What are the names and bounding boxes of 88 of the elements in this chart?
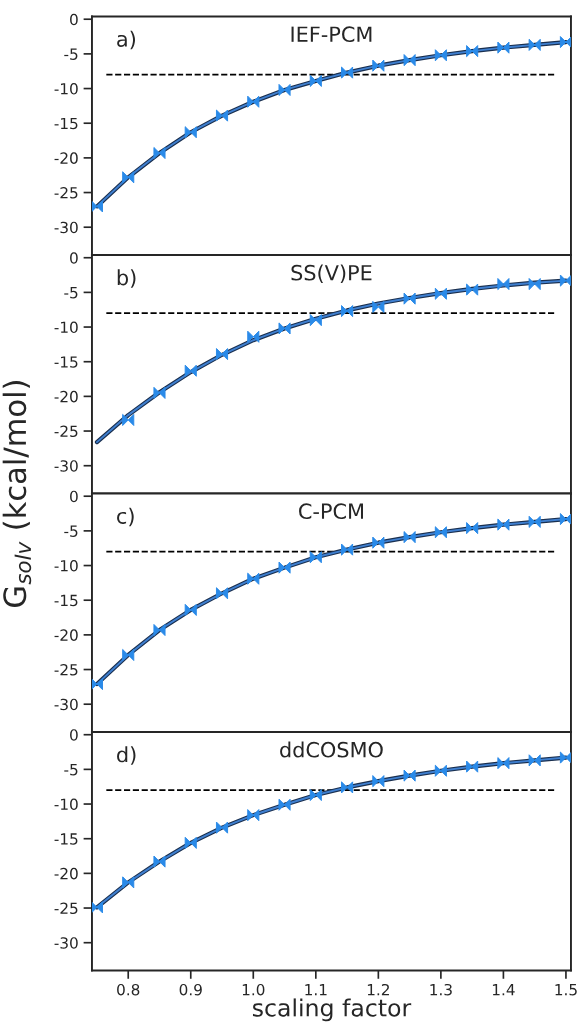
x-axis-title: scaling factor [252,998,412,1022]
y-tick-label: -20 [54,152,78,164]
y-tick-label: -5 [64,287,78,299]
y-tick-label: 0 [70,729,78,741]
x-tick-label: 1.0 [242,983,265,996]
y-tick-label: -15 [54,117,78,130]
point [153,386,166,399]
x-tick-label: 1.2 [367,983,389,996]
point [122,876,135,889]
y-tick-label: 0 [70,490,78,503]
point [91,901,103,914]
point [466,522,479,535]
point [278,322,291,335]
annotation: d) [117,746,136,765]
y-tick-label: -30 [54,460,78,472]
point [122,413,135,426]
y-tick-label: -5 [64,764,78,776]
y-tick-label: -25 [54,425,78,438]
point [434,287,447,300]
y-tick-label: -5 [64,48,78,60]
y-tick-label: -30 [54,221,78,234]
point [309,788,322,802]
x-tick-label: 0.8 [117,983,140,996]
point [153,855,166,868]
chart-title: IEF-PCM [291,26,372,43]
point [559,513,571,526]
point [466,760,479,773]
point [153,623,166,637]
point [215,348,229,361]
point [341,543,354,556]
y-tick-label: 0 [70,252,78,264]
point [184,836,197,849]
point [372,775,385,788]
point [528,278,541,291]
point [247,572,260,585]
y-tick-label: -10 [54,83,78,95]
x-tick-label: 1.3 [430,983,452,996]
y-tick-label: -30 [54,937,78,949]
y-tick-label: -25 [54,902,78,915]
x-tick-label: 1.5 [555,984,577,996]
y-tick-label: -30 [54,698,78,711]
point [528,515,541,528]
y-tick-label: -20 [54,867,78,880]
point [184,364,197,377]
y-tick-label: -20 [54,390,78,403]
point [215,821,229,834]
point [434,526,447,539]
point [278,561,291,574]
y-tick-label: 0 [70,13,78,26]
point [559,751,571,764]
point [91,678,103,691]
point [341,305,354,318]
point [184,603,197,616]
annotation: c) [117,507,134,527]
y-tick-label: -10 [54,560,78,572]
chart-title: SS(V)PE [291,264,372,284]
point [372,536,385,549]
x-tick-label: 1.1 [305,984,327,996]
point [309,314,322,327]
y-tick-label: -20 [54,629,78,641]
point [278,798,291,811]
y-tick-label: -25 [54,664,78,676]
point [434,764,447,777]
y-tick-label: -15 [54,833,78,845]
point [466,283,479,296]
x-tick-label: 0.9 [179,983,202,996]
point [559,274,571,287]
point [372,300,385,313]
chart-title: C-PCM [299,503,363,520]
x-tick-label: 1.4 [492,984,515,996]
point [215,587,229,600]
annotation: b) [117,269,136,288]
y-tick-label: -5 [64,525,78,537]
y-tick-label: -15 [54,356,78,368]
y-tick-label: -10 [54,321,78,334]
y-tick-label: -15 [54,594,78,607]
point [403,769,416,782]
y-axis-title: G$_{solv}$ (kcal/mol) [2,381,32,607]
annotation: a) [117,30,136,50]
chart-title: ddCOSMO [280,741,383,758]
point [341,781,354,794]
point [309,551,322,564]
y-tick-label: -10 [54,798,78,811]
point [247,809,260,822]
point [497,518,510,531]
y-tick-label: -25 [54,187,78,199]
point [403,292,416,305]
point [528,754,541,767]
